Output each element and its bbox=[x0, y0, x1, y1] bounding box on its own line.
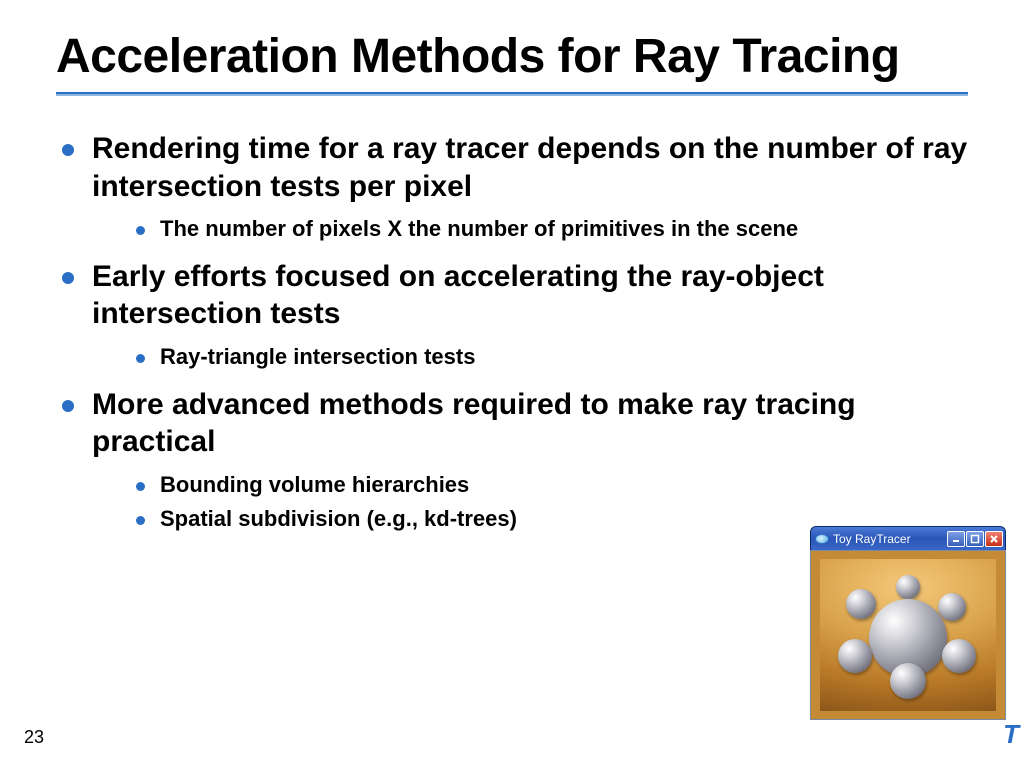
sub-bullet-text: The number of pixels X the number of pri… bbox=[160, 215, 968, 244]
close-button[interactable] bbox=[985, 531, 1003, 547]
rendered-sphere bbox=[890, 663, 926, 699]
render-viewport bbox=[820, 559, 996, 711]
rendered-sphere bbox=[846, 589, 876, 619]
slide-title: Acceleration Methods for Ray Tracing bbox=[56, 32, 968, 82]
minimize-button[interactable] bbox=[947, 531, 965, 547]
bullet-item: Early efforts focused on accelerating th… bbox=[56, 258, 968, 372]
sub-bullet-item: Bounding volume hierarchies bbox=[132, 471, 968, 500]
sub-bullet-item: The number of pixels X the number of pri… bbox=[132, 215, 968, 244]
window-client-area bbox=[810, 550, 1006, 720]
window-buttons bbox=[947, 531, 1005, 547]
slide-body: Rendering time for a ray tracer depends … bbox=[56, 130, 968, 533]
rendered-sphere bbox=[838, 639, 872, 673]
window-title: Toy RayTracer bbox=[833, 532, 943, 546]
raytracer-window: Toy RayTracer bbox=[810, 526, 1006, 720]
maximize-button[interactable] bbox=[966, 531, 984, 547]
slide: Acceleration Methods for Ray Tracing Ren… bbox=[0, 0, 1024, 768]
bullet-text: Rendering time for a ray tracer depends … bbox=[92, 130, 968, 205]
bullet-item: More advanced methods required to make r… bbox=[56, 386, 968, 534]
rendered-sphere bbox=[938, 593, 966, 621]
bullet-text: More advanced methods required to make r… bbox=[92, 386, 968, 461]
bullet-list: Rendering time for a ray tracer depends … bbox=[56, 130, 968, 533]
title-rule bbox=[56, 92, 968, 96]
page-number: 23 bbox=[24, 727, 44, 748]
sub-bullet-text: Bounding volume hierarchies bbox=[160, 471, 968, 500]
bullet-text: Early efforts focused on accelerating th… bbox=[92, 258, 968, 333]
sub-bullet-list: Ray-triangle intersection tests bbox=[92, 343, 968, 372]
window-titlebar[interactable]: Toy RayTracer bbox=[810, 526, 1006, 550]
sub-bullet-list: Bounding volume hierarchies Spatial subd… bbox=[92, 471, 968, 534]
sub-bullet-list: The number of pixels X the number of pri… bbox=[92, 215, 968, 244]
sub-bullet-item: Ray-triangle intersection tests bbox=[132, 343, 968, 372]
rendered-sphere bbox=[942, 639, 976, 673]
app-icon bbox=[815, 534, 829, 544]
bullet-item: Rendering time for a ray tracer depends … bbox=[56, 130, 968, 244]
sub-bullet-text: Ray-triangle intersection tests bbox=[160, 343, 968, 372]
rendered-sphere bbox=[896, 575, 920, 599]
logo-fragment: T bbox=[1003, 719, 1018, 750]
